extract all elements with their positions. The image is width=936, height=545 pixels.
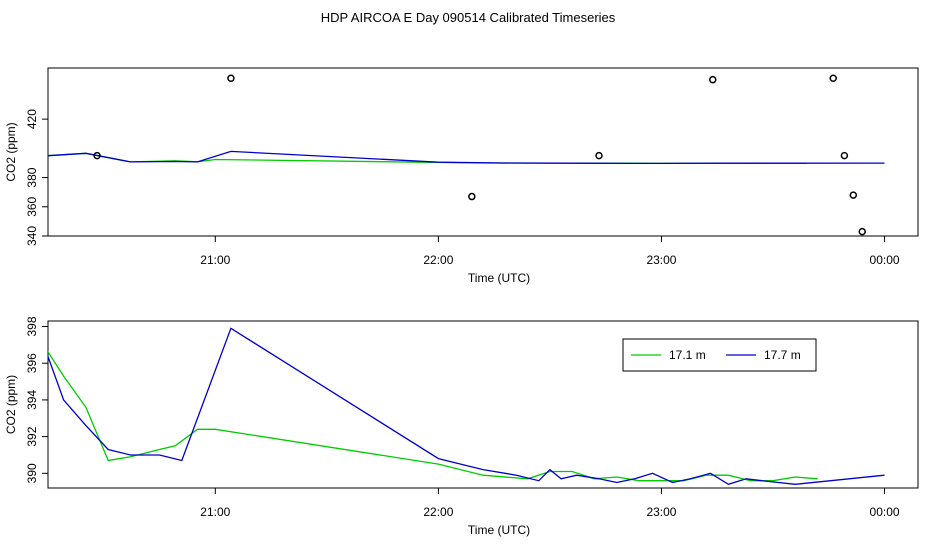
x-tick-label: 23:00 [646, 505, 676, 519]
x-tick-label: 23:00 [646, 253, 676, 267]
legend-label: 17.1 m [669, 348, 706, 362]
y-tick-label: 396 [25, 353, 39, 373]
series-line-1 [48, 327, 885, 486]
scatter-point [227, 74, 235, 82]
plot-area [48, 327, 885, 486]
x-tick-label: 21:00 [200, 505, 230, 519]
scatter-point [468, 192, 476, 201]
legend: 17.1 m 17.7 m [622, 338, 817, 372]
y-tick-label: 398 [25, 316, 39, 336]
scatter-point [840, 151, 849, 160]
scatter-point [595, 151, 603, 160]
timeseries-panel-top: 21:00 22:00 23:00 00:00 340 360 380 420 Time (UT… [4, 67, 919, 285]
x-axis-label: Time (UTC) [468, 271, 530, 285]
scatter-point [829, 74, 837, 82]
series-line-0 [48, 350, 818, 482]
x-axis-label: Time (UTC) [468, 523, 530, 537]
x-tick-label: 22:00 [423, 253, 453, 267]
y-tick-label: 380 [25, 167, 39, 187]
legend-label: 17.7 m [764, 348, 801, 362]
scatter-point [709, 75, 717, 84]
scatter-point [858, 227, 866, 236]
series-line-1 [48, 150, 885, 165]
y-tick-label: 394 [25, 390, 39, 410]
x-tick-label: 22:00 [423, 505, 453, 519]
x-tick-label: 00:00 [870, 505, 900, 519]
plot-frame [47, 320, 919, 489]
y-tick-label: 392 [25, 426, 39, 446]
plot-area [48, 74, 885, 236]
y-tick-label: 390 [25, 463, 39, 483]
scatter-point [93, 151, 101, 160]
x-tick-label: 00:00 [870, 253, 900, 267]
scatter-point [849, 191, 858, 199]
chart-title: HDP AIRCOA E Day 090514 Calibrated Times… [321, 10, 616, 25]
y-axis-label: CO2 (ppm) [4, 375, 18, 434]
plot-frame [47, 67, 919, 237]
y-tick-label: 360 [25, 196, 39, 216]
y-axis-label: CO2 (ppm) [4, 122, 18, 181]
y-tick-label: 420 [25, 109, 39, 129]
timeseries-panel-bottom: 21:00 22:00 23:00 00:00 390 392 394 396 398 Time … [4, 316, 919, 537]
y-tick-label: 340 [25, 226, 39, 246]
x-tick-label: 21:00 [200, 253, 230, 267]
